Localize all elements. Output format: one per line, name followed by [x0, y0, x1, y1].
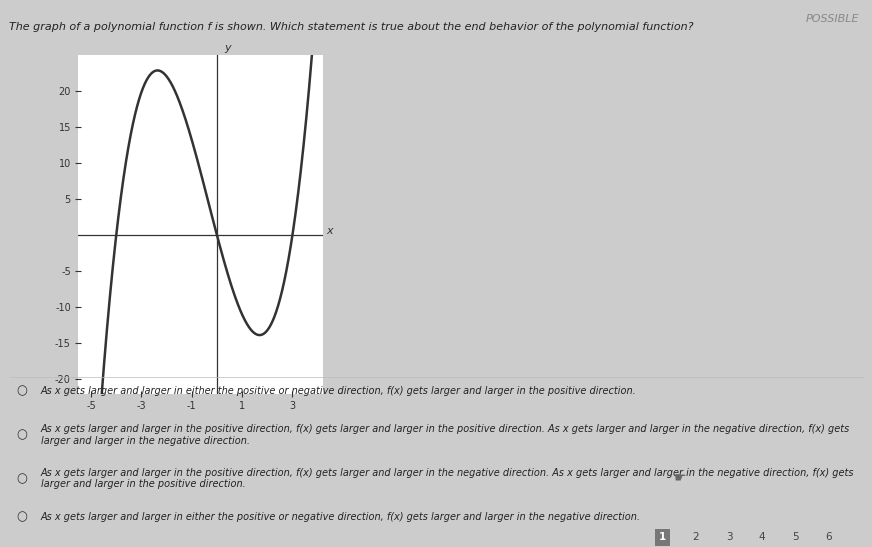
Text: ○: ○: [17, 385, 27, 398]
Text: 6: 6: [825, 532, 832, 542]
Text: x: x: [326, 226, 333, 236]
Text: 4: 4: [759, 532, 766, 542]
Text: 1: 1: [659, 532, 666, 542]
Text: ○: ○: [17, 428, 27, 441]
Text: ○: ○: [17, 472, 27, 485]
Text: The graph of a polynomial function f is shown. Which statement is true about the: The graph of a polynomial function f is …: [9, 22, 693, 32]
Text: POSSIBLE: POSSIBLE: [806, 14, 859, 24]
Text: 5: 5: [792, 532, 799, 542]
Text: As x gets larger and larger in either the positive or negative direction, f(x) g: As x gets larger and larger in either th…: [41, 512, 641, 522]
Text: y: y: [224, 43, 231, 53]
Text: ○: ○: [17, 510, 27, 523]
Text: ☛: ☛: [674, 472, 686, 486]
Text: As x gets larger and larger in the positive direction, f(x) gets larger and larg: As x gets larger and larger in the posit…: [41, 424, 850, 446]
Text: As x gets larger and larger in the positive direction, f(x) gets larger and larg: As x gets larger and larger in the posit…: [41, 468, 855, 490]
Text: 2: 2: [692, 532, 699, 542]
Text: 3: 3: [726, 532, 732, 542]
Text: As x gets larger and larger in either the positive or negative direction, f(x) g: As x gets larger and larger in either th…: [41, 386, 637, 396]
